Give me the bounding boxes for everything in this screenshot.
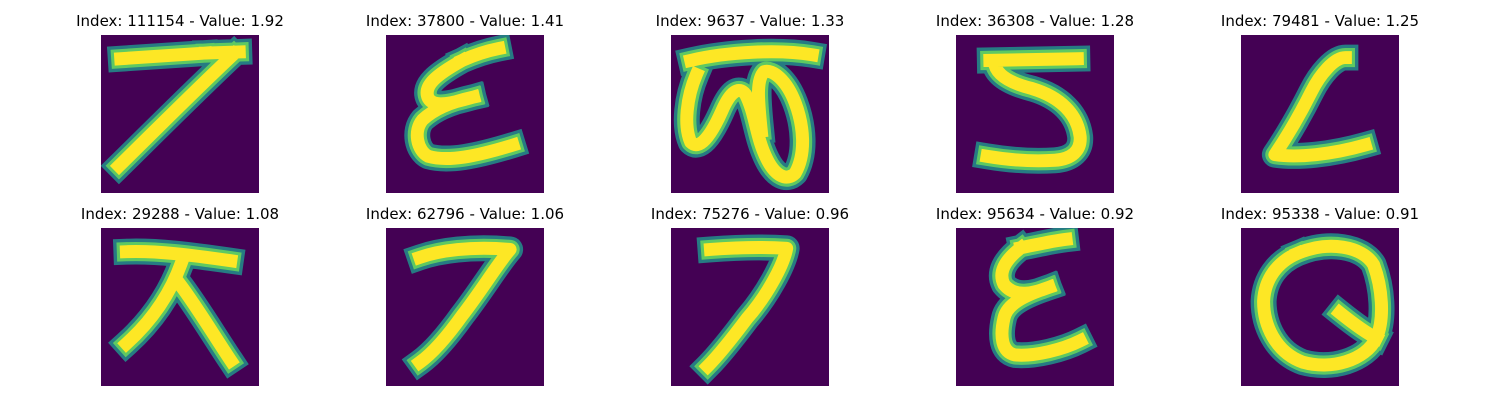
handwriting-stroke-layer-3 <box>979 52 1087 168</box>
panel-8: Index: 75276 - Value: 0.96 <box>630 205 870 395</box>
panel-4: Index: 36308 - Value: 1.28 <box>915 12 1155 202</box>
handwriting-stroke-layer-3 <box>1268 51 1374 163</box>
handwriting-stroke-layer-3 <box>1257 239 1389 372</box>
handwriting-stroke-layer-3 <box>680 45 820 184</box>
panel-title: Index: 36308 - Value: 1.28 <box>935 12 1135 30</box>
panel-title: Index: 95338 - Value: 0.91 <box>1220 205 1420 223</box>
panel-title: Index: 62796 - Value: 1.06 <box>365 205 565 223</box>
panel-title: Index: 29288 - Value: 1.08 <box>80 205 280 223</box>
panel-title: Index: 79481 - Value: 1.25 <box>1220 12 1420 30</box>
handwriting-stroke-layer-3 <box>995 232 1089 362</box>
digit-image <box>1241 35 1399 193</box>
digit-image <box>386 35 544 193</box>
digit-image <box>1241 228 1399 386</box>
panel-10: Index: 95338 - Value: 0.91 <box>1200 205 1440 395</box>
panel-title: Index: 9637 - Value: 1.33 <box>655 12 845 30</box>
panel-7: Index: 62796 - Value: 1.06 <box>345 205 585 395</box>
panel-title: Index: 37800 - Value: 1.41 <box>365 12 565 30</box>
panel-title: Index: 111154 - Value: 1.92 <box>76 12 284 30</box>
handwriting-stroke-layer-3 <box>109 45 246 176</box>
digit-image <box>956 35 1114 193</box>
digit-image <box>101 35 259 193</box>
digit-image <box>956 228 1114 386</box>
panel-title: Index: 75276 - Value: 0.96 <box>650 205 850 223</box>
panel-title: Index: 95634 - Value: 0.92 <box>935 205 1135 223</box>
panel-9: Index: 95634 - Value: 0.92 <box>915 205 1155 395</box>
panel-3: Index: 9637 - Value: 1.33 <box>630 12 870 202</box>
panel-2: Index: 37800 - Value: 1.41 <box>345 12 585 202</box>
digit-image <box>671 35 829 193</box>
digit-image <box>101 228 259 386</box>
handwriting-stroke-layer-3 <box>410 40 522 165</box>
panel-5: Index: 79481 - Value: 1.25 <box>1200 12 1440 202</box>
handwriting-stroke-layer-3 <box>117 245 240 370</box>
panel-1: Index: 111154 - Value: 1.92 <box>60 12 300 202</box>
digit-image <box>386 228 544 386</box>
panel-6: Index: 29288 - Value: 1.08 <box>60 205 300 395</box>
digit-image <box>671 228 829 386</box>
handwriting-stroke-layer-3 <box>698 240 794 376</box>
handwriting-stroke-layer-3 <box>410 241 517 372</box>
